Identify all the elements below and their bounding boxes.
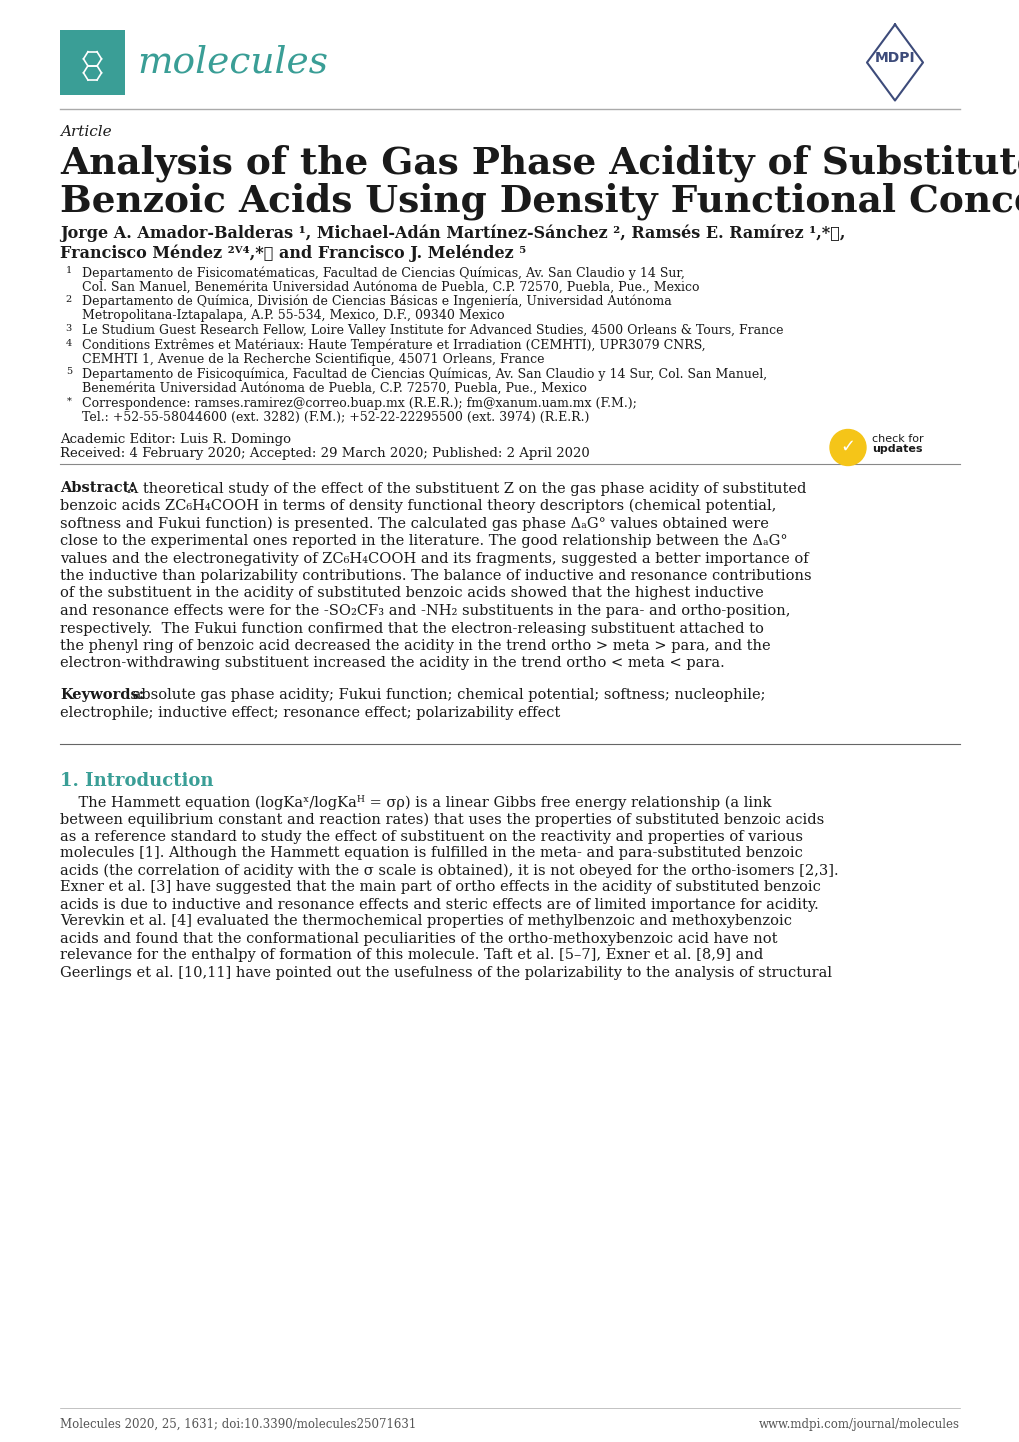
Text: 1: 1 bbox=[65, 265, 72, 275]
Text: *: * bbox=[67, 397, 72, 405]
Circle shape bbox=[829, 430, 865, 466]
Text: Verevkin et al. [4] evaluated the thermochemical properties of methylbenzoic and: Verevkin et al. [4] evaluated the thermo… bbox=[60, 914, 791, 929]
Text: electrophile; inductive effect; resonance effect; polarizability effect: electrophile; inductive effect; resonanc… bbox=[60, 705, 559, 720]
Text: Conditions Extrêmes et Matériaux: Haute Température et Irradiation (CEMHTI), UPR: Conditions Extrêmes et Matériaux: Haute … bbox=[82, 339, 705, 352]
Text: Abstract:: Abstract: bbox=[60, 482, 135, 496]
Text: Jorge A. Amador-Balderas ¹, Michael-Adán Martínez-Sánchez ², Ramsés E. Ramírez ¹: Jorge A. Amador-Balderas ¹, Michael-Adán… bbox=[60, 224, 845, 241]
Text: acids (the correlation of acidity with the σ scale is obtained), it is not obeye: acids (the correlation of acidity with t… bbox=[60, 864, 838, 878]
Text: Metropolitana-Iztapalapa, A.P. 55-534, Mexico, D.F., 09340 Mexico: Metropolitana-Iztapalapa, A.P. 55-534, M… bbox=[82, 310, 504, 323]
Text: Benzoic Acids Using Density Functional Concepts: Benzoic Acids Using Density Functional C… bbox=[60, 182, 1019, 219]
Text: 4: 4 bbox=[65, 339, 72, 348]
Text: the inductive than polarizability contributions. The balance of inductive and re: the inductive than polarizability contri… bbox=[60, 570, 811, 583]
Text: Correspondence: ramses.ramirez@correo.buap.mx (R.E.R.); fm@xanum.uam.mx (F.M.);: Correspondence: ramses.ramirez@correo.bu… bbox=[82, 397, 636, 410]
Text: relevance for the enthalpy of formation of this molecule. Taft et al. [5–7], Exn: relevance for the enthalpy of formation … bbox=[60, 949, 762, 962]
Text: Keywords:: Keywords: bbox=[60, 688, 144, 702]
Text: as a reference standard to study the effect of substituent on the reactivity and: as a reference standard to study the eff… bbox=[60, 829, 802, 844]
Text: respectively.  The Fukui function confirmed that the electron-releasing substitu: respectively. The Fukui function confirm… bbox=[60, 622, 763, 636]
Text: molecules: molecules bbox=[137, 45, 328, 81]
Text: Geerlings et al. [10,11] have pointed out the usefulness of the polarizability t: Geerlings et al. [10,11] have pointed ou… bbox=[60, 966, 832, 979]
Text: updates: updates bbox=[871, 444, 921, 454]
Text: Received: 4 February 2020; Accepted: 29 March 2020; Published: 2 April 2020: Received: 4 February 2020; Accepted: 29 … bbox=[60, 447, 589, 460]
Text: of the substituent in the acidity of substituted benzoic acids showed that the h: of the substituent in the acidity of sub… bbox=[60, 587, 763, 600]
Text: values and the electronegativity of ZC₆H₄COOH and its fragments, suggested a bet: values and the electronegativity of ZC₆H… bbox=[60, 551, 808, 565]
Text: check for: check for bbox=[871, 434, 923, 444]
Text: MDPI: MDPI bbox=[874, 52, 914, 65]
Text: Le Studium Guest Research Fellow, Loire Valley Institute for Advanced Studies, 4: Le Studium Guest Research Fellow, Loire … bbox=[82, 324, 783, 337]
Text: acids is due to inductive and resonance effects and steric effects are of limite: acids is due to inductive and resonance … bbox=[60, 897, 818, 911]
Text: Article: Article bbox=[60, 125, 111, 138]
Text: Departamento de Fisicoquímica, Facultad de Ciencias Químicas, Av. San Claudio y : Departamento de Fisicoquímica, Facultad … bbox=[82, 368, 766, 381]
Text: acids and found that the conformational peculiarities of the ortho-methoxybenzoi: acids and found that the conformational … bbox=[60, 932, 776, 946]
Text: softness and Fukui function) is presented. The calculated gas phase Δₐ⁣⁣⁣⁣G° val: softness and Fukui function) is presente… bbox=[60, 516, 768, 531]
Text: The Hammett equation (logKaˣ/logKaᴴ = σρ) is a linear Gibbs free energy relation: The Hammett equation (logKaˣ/logKaᴴ = σρ… bbox=[60, 796, 770, 810]
Text: molecules [1]. Although the Hammett equation is fulfilled in the meta- and para-: molecules [1]. Although the Hammett equa… bbox=[60, 846, 802, 861]
Text: benzoic acids ZC₆H₄COOH in terms of density functional theory descriptors (chemi: benzoic acids ZC₆H₄COOH in terms of dens… bbox=[60, 499, 775, 513]
Text: and resonance effects were for the -SO₂CF₃ and -NH₂ substituents in the para- an: and resonance effects were for the -SO₂C… bbox=[60, 604, 790, 619]
Text: the phenyl ring of benzoic acid decreased the acidity in the trend ortho > meta : the phenyl ring of benzoic acid decrease… bbox=[60, 639, 770, 653]
Text: Molecules 2020, 25, 1631; doi:10.3390/molecules25071631: Molecules 2020, 25, 1631; doi:10.3390/mo… bbox=[60, 1417, 416, 1430]
Text: 2: 2 bbox=[65, 296, 72, 304]
Text: Benemérita Universidad Autónoma de Puebla, C.P. 72570, Puebla, Pue., Mexico: Benemérita Universidad Autónoma de Puebl… bbox=[82, 382, 586, 395]
Text: A theoretical study of the effect of the substituent Z on the gas phase acidity : A theoretical study of the effect of the… bbox=[123, 482, 806, 496]
Text: Departamento de Fisicomatématicas, Facultad de Ciencias Químicas, Av. San Claudi: Departamento de Fisicomatématicas, Facul… bbox=[82, 265, 684, 280]
Text: ✓: ✓ bbox=[840, 437, 855, 456]
Text: 3: 3 bbox=[65, 324, 72, 333]
Text: Tel.: +52-55-58044600 (ext. 3282) (F.M.); +52-22-22295500 (ext. 3974) (R.E.R.): Tel.: +52-55-58044600 (ext. 3282) (F.M.)… bbox=[82, 411, 589, 424]
FancyBboxPatch shape bbox=[60, 30, 125, 95]
Text: CEMHTI 1, Avenue de la Recherche Scientifique, 45071 Orleans, France: CEMHTI 1, Avenue de la Recherche Scienti… bbox=[82, 353, 544, 366]
Text: close to the experimental ones reported in the literature. The good relationship: close to the experimental ones reported … bbox=[60, 534, 787, 548]
Text: Academic Editor: Luis R. Domingo: Academic Editor: Luis R. Domingo bbox=[60, 434, 290, 447]
Text: Francisco Méndez ²ⱽ⁴,*ⓘ and Francisco J. Meléndez ⁵: Francisco Méndez ²ⱽ⁴,*ⓘ and Francisco J.… bbox=[60, 244, 526, 261]
Text: 1. Introduction: 1. Introduction bbox=[60, 771, 213, 790]
Text: Exner et al. [3] have suggested that the main part of ortho effects in the acidi: Exner et al. [3] have suggested that the… bbox=[60, 881, 820, 894]
Text: Col. San Manuel, Benemérita Universidad Autónoma de Puebla, C.P. 72570, Puebla, : Col. San Manuel, Benemérita Universidad … bbox=[82, 281, 699, 294]
Text: Departamento de Química, División de Ciencias Básicas e Ingeniería, Universidad : Departamento de Química, División de Cie… bbox=[82, 296, 672, 309]
Text: electron-withdrawing substituent increased the acidity in the trend ortho < meta: electron-withdrawing substituent increas… bbox=[60, 656, 725, 671]
Text: 5: 5 bbox=[66, 368, 72, 376]
Text: www.mdpi.com/journal/molecules: www.mdpi.com/journal/molecules bbox=[758, 1417, 959, 1430]
Text: between equilibrium constant and reaction rates) that uses the properties of sub: between equilibrium constant and reactio… bbox=[60, 812, 823, 826]
Text: Analysis of the Gas Phase Acidity of Substituted: Analysis of the Gas Phase Acidity of Sub… bbox=[60, 146, 1019, 183]
Text: absolute gas phase acidity; Fukui function; chemical potential; softness; nucleo: absolute gas phase acidity; Fukui functi… bbox=[127, 688, 764, 702]
